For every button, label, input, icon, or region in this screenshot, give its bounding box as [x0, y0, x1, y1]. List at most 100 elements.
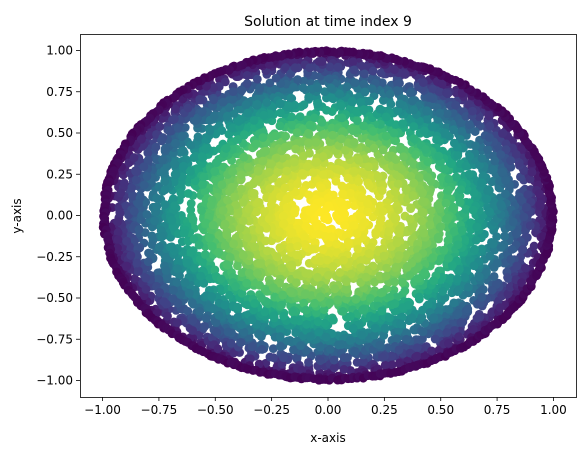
scatter-point — [464, 282, 473, 292]
scatter-point — [469, 261, 479, 271]
scatter-point — [323, 193, 333, 203]
scatter-point — [287, 260, 297, 270]
scatter-point — [417, 216, 427, 226]
scatter-point — [418, 188, 427, 198]
scatter-point — [242, 233, 252, 243]
scatter-point — [516, 195, 526, 205]
scatter-point — [154, 242, 164, 252]
scatter-point — [353, 244, 363, 254]
scatter-point — [271, 73, 281, 83]
scatter-point — [223, 260, 232, 270]
scatter-point — [188, 326, 198, 335]
scatter-point — [348, 57, 358, 67]
scatter-point — [354, 155, 364, 165]
scatter-point — [160, 200, 170, 209]
scatter-point — [483, 145, 493, 154]
scatter-point — [399, 152, 408, 162]
scatter-point — [272, 252, 282, 262]
scatter-point — [333, 295, 343, 305]
scatter-point — [143, 257, 153, 267]
scatter-point — [266, 264, 276, 274]
scatter-point — [301, 305, 311, 315]
scatter-point — [451, 172, 461, 182]
scatter-point — [250, 242, 260, 252]
scatter-point — [320, 231, 330, 241]
scatter-point — [169, 114, 179, 124]
scatter-point — [521, 263, 530, 273]
scatter-point — [301, 268, 311, 278]
scatter-point — [453, 151, 463, 160]
scatter-point — [507, 245, 517, 254]
scatter-point — [280, 183, 290, 193]
scatter-point — [289, 82, 298, 92]
scatter-point — [430, 334, 440, 344]
scatter-point — [492, 258, 502, 268]
scatter-point — [293, 75, 302, 84]
scatter-point — [152, 193, 161, 203]
scatter-point — [477, 178, 487, 188]
scatter-point — [275, 121, 285, 131]
scatter-point — [315, 342, 325, 352]
scatter-point — [277, 263, 287, 273]
scatter-point — [115, 208, 125, 218]
scatter-point — [266, 159, 276, 169]
scatter-point — [291, 328, 301, 338]
scatter-point — [407, 258, 416, 268]
scatter-point — [253, 268, 262, 278]
scatter-point — [370, 313, 379, 323]
scatter-point — [453, 308, 463, 318]
scatter-point — [209, 95, 218, 105]
scatter-point — [251, 139, 261, 149]
scatter-point — [201, 314, 211, 323]
scatter-point — [365, 96, 375, 106]
scatter-point — [247, 315, 257, 325]
scatter-point — [197, 107, 207, 117]
scatter-point — [385, 313, 394, 323]
scatter-point — [425, 220, 435, 230]
scatter-point — [253, 166, 263, 176]
scatter-point — [258, 156, 268, 166]
scatter-point — [282, 194, 292, 204]
scatter-point — [422, 106, 432, 116]
scatter-point — [142, 171, 152, 181]
scatter-point — [351, 294, 361, 304]
scatter-point — [378, 352, 387, 362]
scatter-point — [287, 228, 297, 237]
scatter-point — [438, 286, 448, 296]
scatter-point — [408, 191, 418, 201]
scatter-point — [412, 343, 422, 353]
scatter-point — [220, 219, 230, 229]
scatter-point — [341, 277, 351, 286]
scatter-point — [429, 313, 439, 323]
scatter-point — [161, 266, 171, 276]
scatter-point — [220, 241, 230, 251]
scatter-point — [340, 145, 350, 155]
scatter-point — [444, 174, 454, 184]
scatter-point — [331, 176, 341, 186]
scatter-point — [177, 132, 187, 141]
scatter-point — [400, 70, 410, 79]
scatter-point — [338, 189, 347, 199]
scatter-point — [349, 137, 359, 147]
scatter-point — [197, 206, 206, 215]
scatter-point — [452, 274, 462, 284]
scatter-point — [457, 127, 467, 136]
scatter-point — [197, 152, 207, 161]
scatter-point — [407, 313, 417, 323]
scatter-point — [297, 168, 307, 178]
scatter-point — [304, 92, 314, 102]
scatter-point — [411, 150, 421, 159]
scatter-point — [260, 207, 269, 216]
scatter-point — [392, 334, 402, 344]
scatter-point — [339, 255, 348, 265]
scatter-point — [286, 286, 295, 296]
scatter-point — [233, 302, 243, 312]
scatter-point — [498, 128, 508, 138]
scatter-point — [182, 258, 192, 268]
scatter-point — [380, 323, 390, 333]
scatter-point — [308, 168, 318, 178]
scatter-point — [131, 175, 141, 185]
scatter-point — [329, 363, 339, 373]
scatter-point — [472, 313, 482, 323]
scatter-point — [156, 136, 166, 146]
